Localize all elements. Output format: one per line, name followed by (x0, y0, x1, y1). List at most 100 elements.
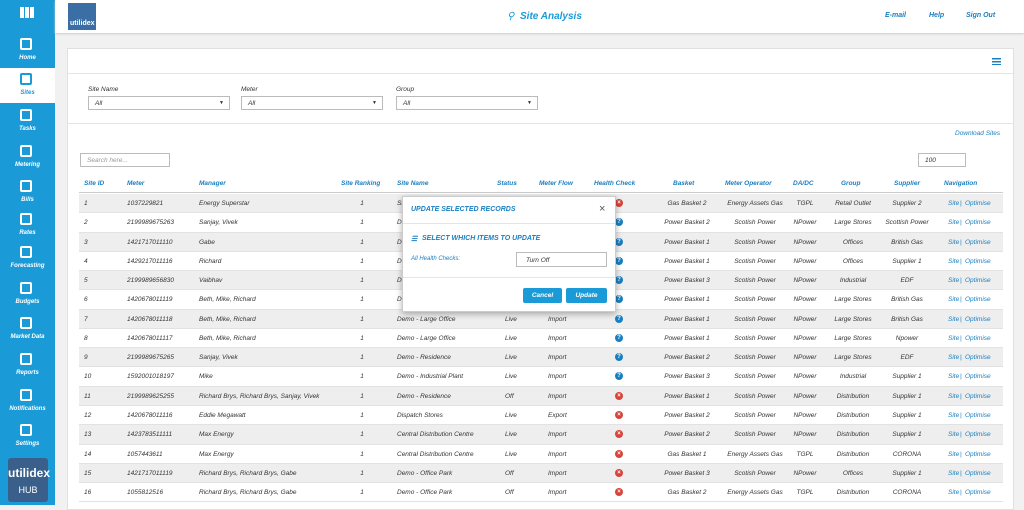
nav-label[interactable]: Market Data (10, 334, 45, 340)
table-cell: NPower (793, 296, 817, 304)
modal-close[interactable]: × (599, 203, 606, 215)
nav-label[interactable]: Tasks (19, 126, 36, 132)
optimise-link[interactable]: Optimise (965, 392, 991, 400)
signout-link[interactable]: Sign Out (966, 12, 996, 19)
nav-icon[interactable] (20, 424, 32, 436)
filter-select[interactable]: All ▼ (241, 96, 383, 110)
table-cell: Import (548, 392, 567, 400)
optimise-link[interactable]: Optimise (965, 450, 991, 458)
site-link[interactable]: Site (948, 315, 960, 323)
card-menu[interactable] (992, 58, 1001, 65)
nav-label[interactable]: Bills (21, 197, 34, 203)
site-link[interactable]: Site (948, 392, 960, 400)
search-box[interactable]: Search here... (80, 153, 170, 167)
site-link[interactable]: Site (948, 411, 960, 419)
nav-icon[interactable] (20, 282, 32, 294)
nav-label[interactable]: Metering (14, 162, 40, 168)
nav-label[interactable]: Budgets (15, 299, 40, 305)
table-cell: TGPL (796, 450, 814, 458)
optimise-link[interactable]: Optimise (965, 277, 991, 285)
optimise-link[interactable]: Optimise (965, 489, 991, 497)
nav-icon[interactable] (20, 246, 32, 258)
column-header[interactable]: Site Ranking (341, 180, 381, 187)
help-link[interactable]: Help (929, 12, 945, 19)
nav-icon[interactable] (20, 213, 32, 225)
email-link[interactable]: E-mail (885, 12, 907, 19)
update-button[interactable]: Update (566, 288, 607, 303)
site-link[interactable]: Site (948, 450, 960, 458)
column-header[interactable]: Health Check (594, 180, 636, 187)
cancel-button[interactable]: Cancel (523, 288, 562, 303)
optimise-link[interactable]: Optimise (965, 238, 991, 246)
nav-icon[interactable] (20, 389, 32, 401)
download-link[interactable]: Download Sites (955, 130, 1001, 137)
optimise-link[interactable]: Optimise (965, 373, 991, 381)
table-cell: Max Energy (199, 450, 234, 458)
table-cell: Power Basket 1 (664, 334, 710, 342)
optimise-link[interactable]: Optimise (965, 200, 991, 207)
nav-label[interactable]: Notifications (9, 406, 46, 412)
nav-icon[interactable] (20, 109, 32, 121)
nav-icon[interactable] (20, 145, 32, 157)
optimise-link[interactable]: Optimise (965, 354, 991, 362)
optimise-link[interactable]: Optimise (965, 431, 991, 439)
table-cell: Live (505, 373, 517, 381)
nav-separator: | (960, 238, 962, 246)
optimise-link[interactable]: Optimise (965, 257, 991, 265)
site-link[interactable]: Site (948, 238, 960, 246)
nav-icon[interactable] (20, 317, 32, 329)
column-header[interactable]: Basket (673, 180, 695, 187)
column-header[interactable]: Group (841, 180, 861, 187)
table-cell: Power Basket 1 (664, 315, 710, 323)
column-header[interactable]: Site Name (397, 180, 429, 187)
site-link[interactable]: Site (948, 489, 960, 497)
site-link[interactable]: Site (948, 334, 960, 342)
site-link[interactable]: Site (948, 431, 960, 439)
nav-label[interactable]: Sites (20, 90, 35, 96)
site-link[interactable]: Site (948, 354, 960, 362)
table-cell: 1 (360, 315, 364, 323)
page-size[interactable]: 100 (918, 153, 966, 167)
nav-icon[interactable] (20, 353, 32, 365)
optimise-link[interactable]: Optimise (965, 469, 991, 477)
site-link[interactable]: Site (948, 277, 960, 285)
site-link[interactable]: Site (948, 296, 960, 304)
column-header[interactable]: DA/DC (793, 180, 814, 187)
table-cell: Import (548, 334, 567, 342)
nav-label[interactable]: Settings (15, 441, 40, 447)
table-cell: 1421717011119 (127, 469, 173, 477)
site-link[interactable]: Site (948, 373, 960, 381)
table-cell: Scotish Power (734, 431, 776, 439)
nav-icon[interactable] (20, 38, 32, 50)
nav-label[interactable]: Rates (19, 230, 36, 236)
site-link[interactable]: Site (948, 200, 960, 207)
field-select[interactable]: Turn Off (516, 252, 607, 267)
health-icon: × (615, 468, 623, 477)
filter-select[interactable]: All ▼ (88, 96, 230, 110)
menu-icon[interactable] (20, 7, 34, 18)
column-header[interactable]: Meter (127, 180, 145, 187)
column-header[interactable]: Site ID (84, 180, 105, 187)
column-header[interactable]: Meter Operator (725, 180, 772, 187)
table-cell: TGPL (796, 489, 814, 497)
column-header[interactable]: Status (497, 180, 517, 187)
nav-label[interactable]: Forecasting (10, 263, 45, 269)
nav-label[interactable]: Reports (16, 370, 39, 376)
site-link[interactable]: Site (948, 469, 960, 477)
optimise-link[interactable]: Optimise (965, 219, 991, 227)
nav-icon[interactable] (20, 180, 32, 192)
optimise-link[interactable]: Optimise (965, 411, 991, 419)
table-cell: Power Basket 2 (664, 411, 710, 419)
filter-select[interactable]: All ▼ (396, 96, 538, 110)
optimise-link[interactable]: Optimise (965, 315, 991, 323)
column-header[interactable]: Supplier (894, 180, 921, 187)
column-header[interactable]: Manager (199, 180, 226, 187)
column-header[interactable]: Navigation (944, 180, 978, 187)
nav-label[interactable]: Home (19, 55, 36, 61)
column-header[interactable]: Meter Flow (539, 180, 573, 187)
nav-icon[interactable] (20, 73, 32, 85)
site-link[interactable]: Site (948, 219, 960, 227)
optimise-link[interactable]: Optimise (965, 334, 991, 342)
site-link[interactable]: Site (948, 257, 960, 265)
optimise-link[interactable]: Optimise (965, 296, 991, 304)
